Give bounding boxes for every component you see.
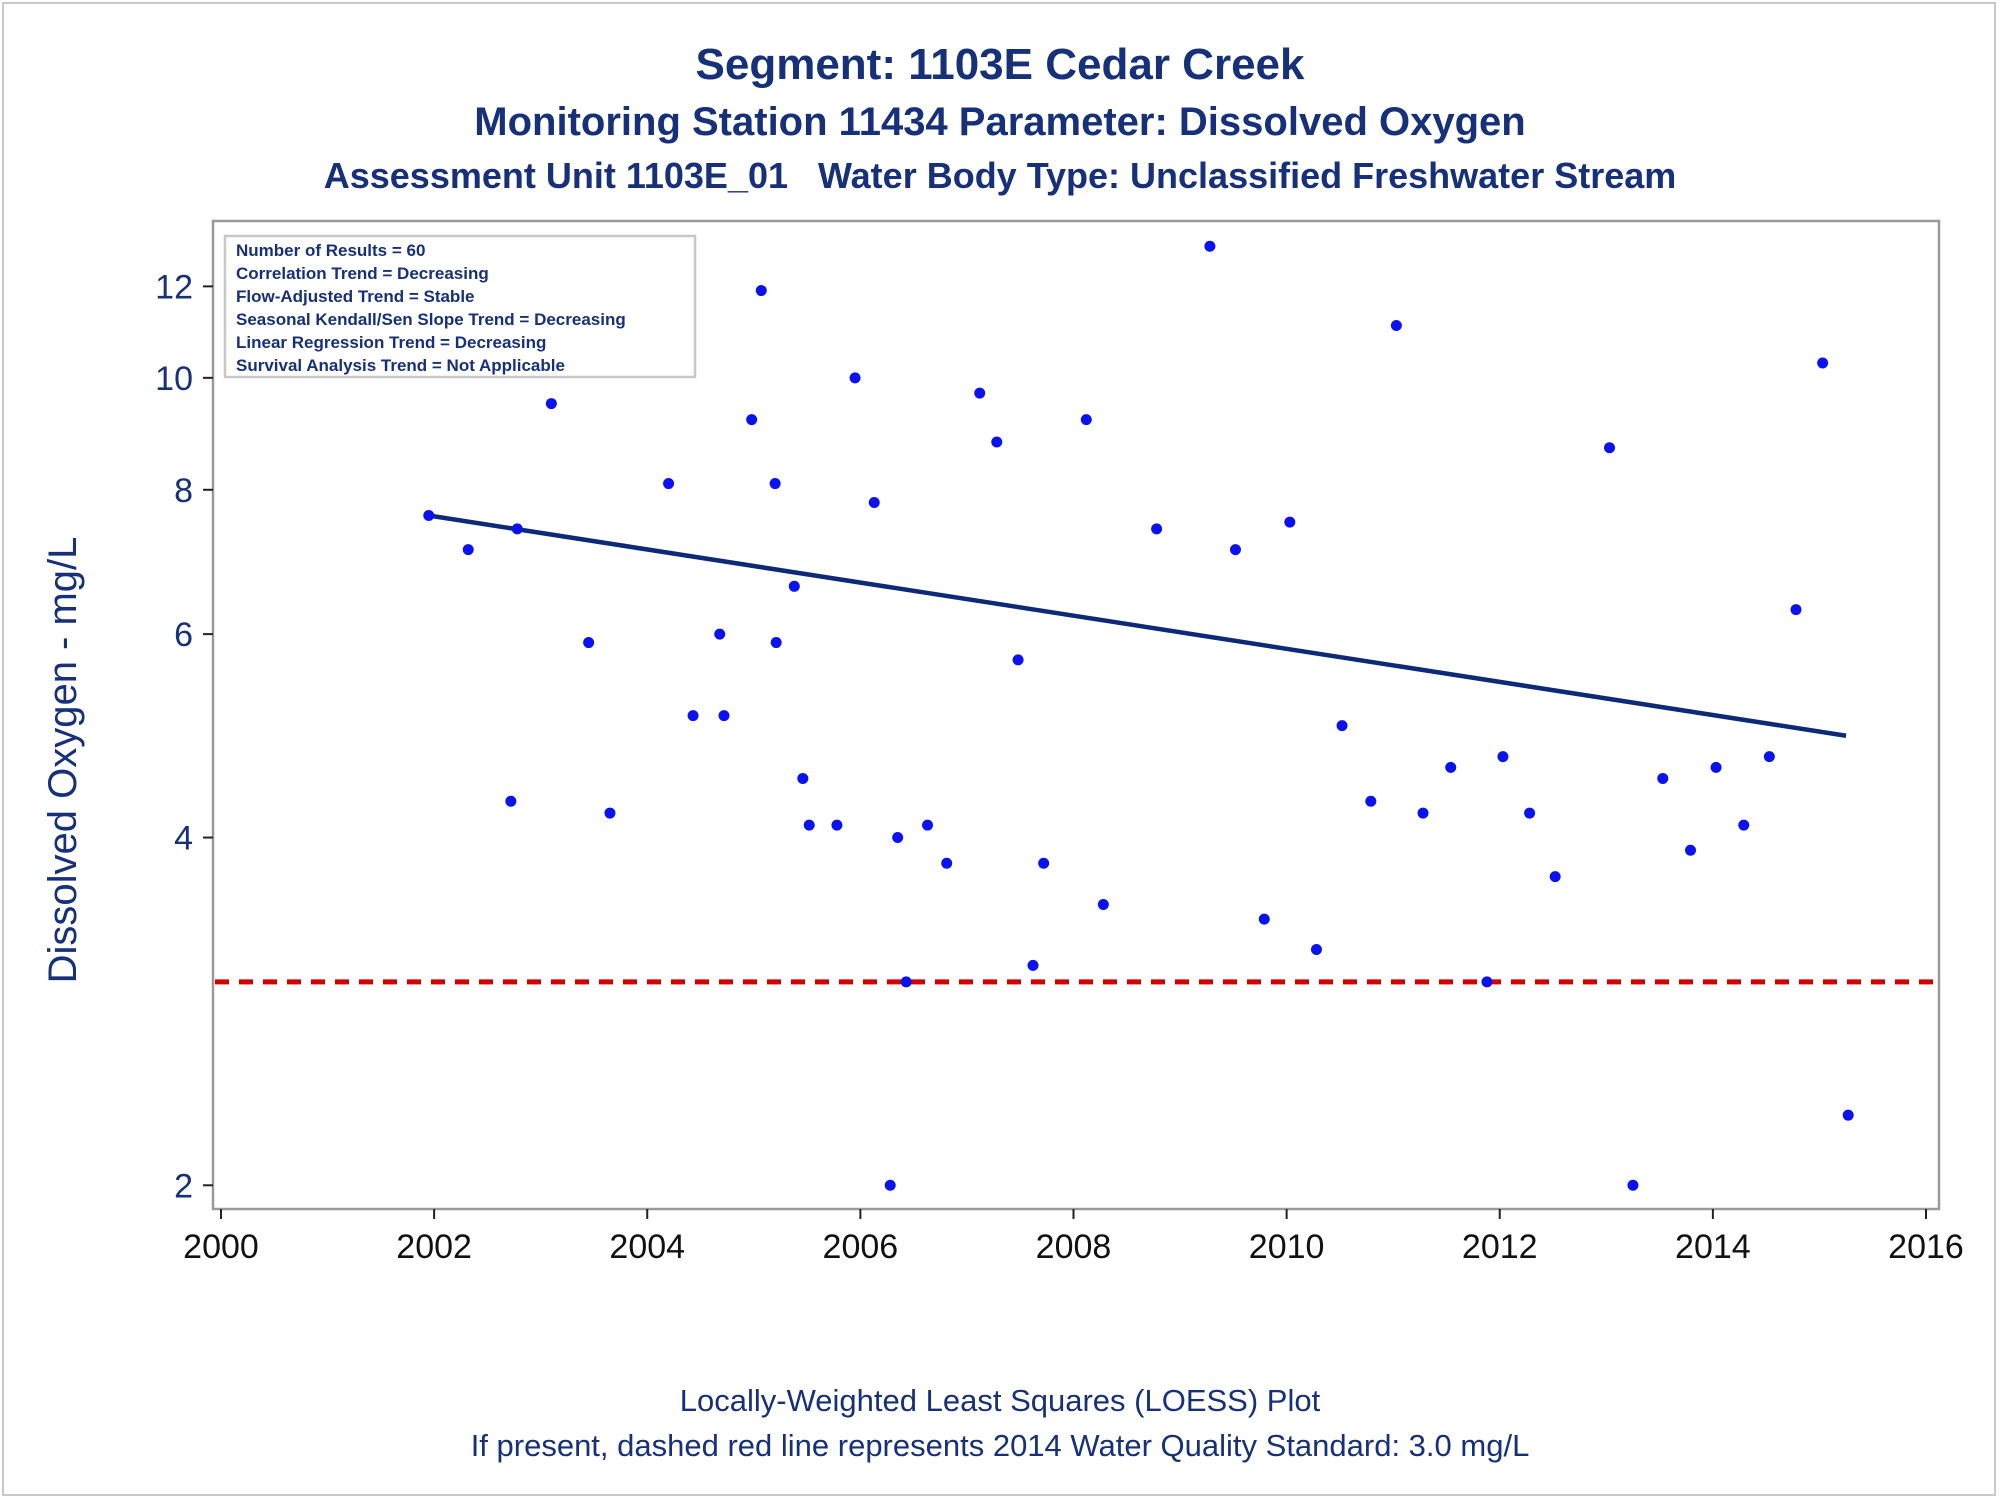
data-point xyxy=(770,637,782,649)
trend-summary-box-border xyxy=(223,234,697,379)
data-point xyxy=(1258,913,1270,925)
data-point xyxy=(991,436,1003,448)
data-point xyxy=(604,807,616,819)
x-tick-label: 2014 xyxy=(1675,1228,1751,1266)
data-point xyxy=(1097,899,1109,911)
data-point xyxy=(1627,1179,1639,1191)
data-point xyxy=(1229,544,1241,556)
plot-area-frame xyxy=(211,219,1941,1211)
chart-title-segment: Segment: 1103E Cedar Creek xyxy=(695,40,1305,89)
summary-survival-analysis-trend: Survival Analysis Trend = Not Applicable xyxy=(236,356,565,375)
data-points xyxy=(423,240,1854,1191)
data-point xyxy=(1763,751,1775,763)
data-point xyxy=(423,510,435,522)
data-point xyxy=(769,478,781,490)
data-point xyxy=(663,478,675,490)
data-point xyxy=(1604,442,1616,454)
summary-correlation-trend: Correlation Trend = Decreasing xyxy=(236,264,489,283)
data-point xyxy=(1151,523,1163,535)
data-point xyxy=(1417,807,1429,819)
x-tick-label: 2006 xyxy=(823,1228,899,1266)
data-point xyxy=(755,285,767,297)
data-point xyxy=(1738,819,1750,831)
y-tick-label: 10 xyxy=(155,360,193,398)
summary-flow-adjusted-trend: Flow-Adjusted Trend = Stable xyxy=(236,287,475,306)
data-point xyxy=(462,544,474,556)
loess-trend-line xyxy=(428,513,1847,738)
data-point xyxy=(746,414,758,426)
data-point xyxy=(892,832,904,844)
data-point xyxy=(1445,761,1457,773)
data-point xyxy=(797,772,809,784)
data-point xyxy=(1842,1109,1854,1121)
x-tick-label: 2008 xyxy=(1036,1228,1112,1266)
data-point xyxy=(1390,319,1402,331)
data-point xyxy=(803,819,815,831)
y-axis-label: Dissolved Oxygen - mg/L xyxy=(41,537,85,984)
data-point xyxy=(718,710,730,722)
y-tick-label: 6 xyxy=(174,616,193,654)
data-point xyxy=(849,372,861,384)
x-tick-label: 2000 xyxy=(183,1228,259,1266)
summary-seasonal-kendall-trend: Seasonal Kendall/Sen Slope Trend = Decre… xyxy=(236,310,626,329)
data-point xyxy=(1027,959,1039,971)
data-point xyxy=(505,795,517,807)
data-point xyxy=(1790,604,1802,616)
data-point xyxy=(900,976,912,988)
x-axis: 2000 2002 2004 2006 2008 2010 2012 2014 2016 xyxy=(183,1209,1964,1266)
data-point xyxy=(831,819,843,831)
chart-title-assessment-unit: Assessment Unit 1103E_01 Water Body Type… xyxy=(323,155,1677,196)
data-point xyxy=(922,819,934,831)
data-point xyxy=(974,387,986,399)
title-block: Segment: 1103E Cedar Creek Monitoring St… xyxy=(0,36,2000,202)
data-point xyxy=(545,398,557,410)
data-point xyxy=(1481,976,1493,988)
y-tick-label: 4 xyxy=(174,820,193,858)
x-tick-label: 2010 xyxy=(1249,1228,1325,1266)
data-point xyxy=(1336,720,1348,732)
x-tick-label: 2004 xyxy=(609,1228,685,1266)
data-point xyxy=(1524,807,1536,819)
data-point xyxy=(941,857,953,869)
data-point xyxy=(1657,772,1669,784)
chart-title-station: Monitoring Station 11434 Parameter: Diss… xyxy=(474,100,1526,144)
x-tick-label: 2016 xyxy=(1888,1228,1964,1266)
data-point xyxy=(788,580,800,592)
y-tick-label: 12 xyxy=(155,268,193,306)
y-tick-label: 8 xyxy=(174,472,193,510)
x-tick-label: 2012 xyxy=(1462,1228,1538,1266)
x-tick-label: 2002 xyxy=(396,1228,472,1266)
data-point xyxy=(1684,844,1696,856)
trend-summary-box: Number of Results = 60 Correlation Trend… xyxy=(223,234,697,379)
data-point xyxy=(868,496,880,508)
data-point xyxy=(1204,240,1216,252)
y-tick-label: 2 xyxy=(174,1167,193,1205)
footer-loess-note: Locally-Weighted Least Squares (LOESS) P… xyxy=(679,1383,1321,1418)
data-point xyxy=(511,523,523,535)
data-point xyxy=(1284,516,1296,528)
data-point xyxy=(1038,857,1050,869)
data-point xyxy=(1710,761,1722,773)
summary-number-of-results: Number of Results = 60 xyxy=(236,241,425,260)
data-point xyxy=(687,710,699,722)
data-point xyxy=(583,637,595,649)
footer-standard-note: If present, dashed red line represents 2… xyxy=(470,1428,1530,1463)
data-point xyxy=(1497,751,1509,763)
data-point xyxy=(1310,943,1322,955)
y-axis: 2 4 6 8 10 12 xyxy=(155,268,213,1205)
data-point xyxy=(1080,414,1092,426)
data-point xyxy=(1365,795,1377,807)
data-point xyxy=(714,628,726,640)
summary-linear-regression-trend: Linear Regression Trend = Decreasing xyxy=(236,333,546,352)
data-point xyxy=(1012,654,1024,666)
data-point xyxy=(1549,871,1561,883)
data-point xyxy=(1817,357,1829,369)
data-point xyxy=(884,1179,896,1191)
